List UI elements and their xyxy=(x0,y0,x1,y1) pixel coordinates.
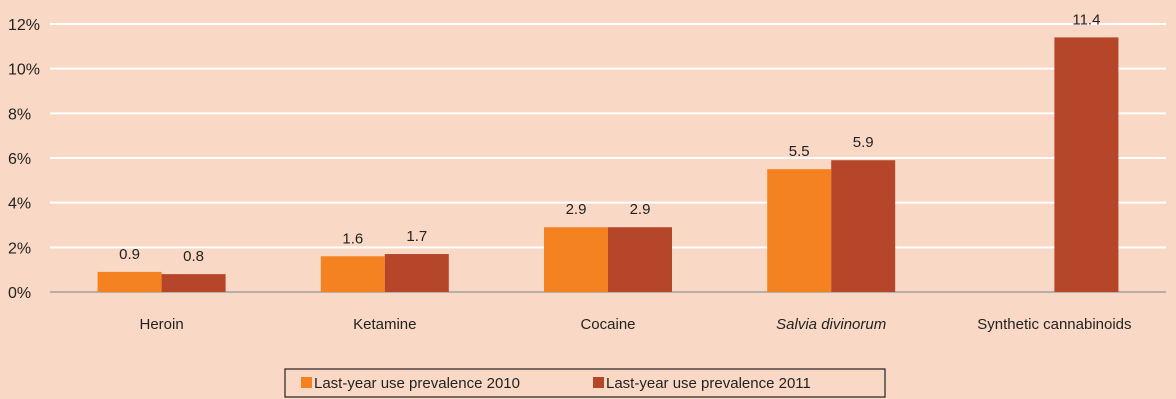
y-tick-label: 12% xyxy=(8,17,40,34)
y-tick-label: 2% xyxy=(8,240,31,257)
bar-2011-cocaine xyxy=(608,227,672,292)
y-axis-ticks: 0% 2% 4% 6% 8% 10% 12% xyxy=(8,17,40,302)
category-label: Heroin xyxy=(140,316,184,333)
data-label: 2.9 xyxy=(630,201,651,218)
data-labels: 0.9 0.8 1.6 1.7 2.9 2.9 5.5 5.9 11.4 xyxy=(119,11,1100,265)
category-label: Cocaine xyxy=(580,316,635,333)
legend-swatch xyxy=(301,377,312,388)
bar-2011-synthetic-cannabinoids xyxy=(1054,37,1119,293)
category-label: Salvia divinorum xyxy=(776,316,886,333)
y-tick-label: 10% xyxy=(8,62,40,79)
legend-entry: Last-year use prevalence 2010 xyxy=(314,375,520,392)
data-label: 0.8 xyxy=(183,248,204,265)
data-label: 5.5 xyxy=(789,143,810,160)
legend: Last-year use prevalence 2010 Last-year u… xyxy=(284,368,886,398)
data-label: 0.9 xyxy=(119,246,140,263)
y-tick-label: 8% xyxy=(8,106,31,123)
data-label: 2.9 xyxy=(566,201,587,218)
y-tick-label: 4% xyxy=(8,196,31,213)
bars xyxy=(97,37,1119,293)
category-label: Synthetic cannabinoids xyxy=(977,316,1131,333)
data-label: 1.7 xyxy=(406,228,427,245)
legend-entry: Last-year use prevalence 2011 xyxy=(606,375,811,392)
bar-2010-heroin xyxy=(97,271,162,292)
gridlines xyxy=(50,23,1166,293)
bar-2010-salvia-divinorum xyxy=(767,169,832,292)
bar-2011-salvia-divinorum xyxy=(831,160,896,292)
bar-2010-ketamine xyxy=(320,256,385,292)
y-tick-label: 6% xyxy=(8,151,31,168)
data-label: 1.6 xyxy=(342,230,363,247)
data-label: 5.9 xyxy=(853,134,874,151)
bar-2010-cocaine xyxy=(544,227,608,292)
y-tick-label: 0% xyxy=(8,285,31,302)
legend-swatch xyxy=(593,377,604,388)
category-labels: Heroin Ketamine Cocaine Salvia divinorum Syn… xyxy=(140,316,1132,333)
bar-2011-heroin xyxy=(161,274,226,292)
category-label: Ketamine xyxy=(353,316,416,333)
data-label: 11.4 xyxy=(1072,11,1100,28)
legend-box xyxy=(284,368,886,398)
bar-2011-ketamine xyxy=(384,254,449,292)
